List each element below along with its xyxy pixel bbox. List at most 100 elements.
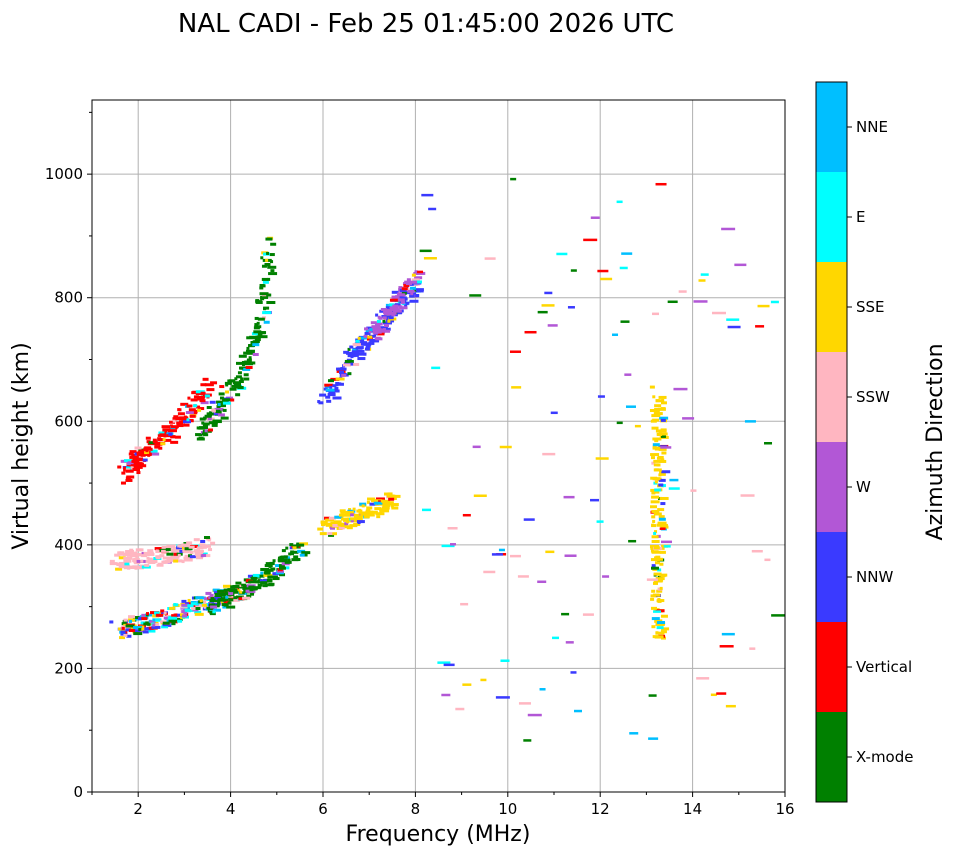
echo-point [409,294,419,298]
echo-point [193,404,198,408]
echo-point [135,556,139,560]
echo-point [215,409,221,413]
echo-point [237,385,244,389]
echo-point [657,557,663,561]
echo-point [266,251,270,255]
echo-point [652,445,657,449]
echo-point [355,339,360,343]
echo-point [218,598,222,602]
echo-point [597,395,605,398]
echo-point [162,438,166,442]
echo-point [118,556,126,560]
echo-point [267,265,277,269]
echo-point [219,385,225,389]
echo-point [194,612,204,616]
echo-point [383,328,387,332]
echo-point [222,605,230,609]
echo-point [652,312,660,316]
colorbar: X-mode Vertical NNW W SSW SSE E NNE [815,81,913,803]
echo-point [173,603,179,607]
echo-point [182,549,192,553]
colorbar-tick-label: SSE [856,298,885,316]
echo-point [174,416,178,420]
echo-point [158,446,163,450]
echo-point [383,499,391,503]
colorbar-segment [816,442,847,532]
echo-point [162,621,170,625]
echo-point [183,611,188,615]
x-tick-label: 2 [133,800,143,818]
echo-point [744,420,756,423]
echo-point [398,305,403,309]
echo-point [225,383,229,387]
echo-point [616,200,623,204]
echo-point [405,301,410,305]
echo-point [123,556,133,560]
echo-point [191,596,195,600]
echo-point [653,531,657,535]
echo-point [209,603,216,607]
echo-point [150,452,160,456]
echo-point [655,399,660,403]
echo-point [182,420,191,424]
echo-point [652,418,660,422]
echo-point [152,438,157,442]
echo-point [267,578,272,582]
echo-point [523,518,535,521]
echo-point [365,347,369,351]
echo-point [428,207,437,211]
echo-point [542,452,556,456]
echo-point [583,238,598,242]
echo-point [382,327,391,331]
echo-point [220,597,228,601]
echo-point [287,558,291,562]
echo-point [634,424,641,428]
echo-point [183,558,193,562]
echo-point [564,554,577,557]
echo-point [181,543,191,547]
echo-point [135,553,145,557]
y-tick-label: 800 [54,289,83,307]
echo-point [169,616,178,620]
echo-point [260,581,268,585]
echo-point [158,438,162,442]
echo-point [177,619,183,623]
echo-point [190,398,198,402]
echo-point [596,520,604,523]
echo-point [443,663,455,667]
echo-point [140,449,146,453]
echo-point [770,300,779,304]
echo-point [128,628,135,632]
data-points [109,177,786,742]
echo-point [231,384,235,388]
echo-point [330,526,336,530]
echo-point [265,258,269,262]
echo-point [648,737,659,740]
echo-point [379,309,387,313]
echo-point [252,343,260,347]
echo-point [657,521,667,525]
echo-point [284,560,292,564]
echo-point [208,548,213,552]
echo-point [293,555,299,559]
colorbar-segment [816,172,847,262]
echo-point [740,494,755,497]
echo-point [349,345,354,349]
echo-point [678,290,687,293]
echo-point [409,299,419,303]
echo-point [384,309,392,313]
echo-point [190,602,199,606]
echo-point [263,306,270,310]
echo-point [187,598,191,602]
echo-point [389,298,399,302]
echo-point [348,508,352,512]
echo-point [299,553,305,557]
echo-point [147,560,152,564]
echo-point [202,607,206,611]
echo-point [194,610,202,614]
echo-point [177,553,181,557]
echo-point [656,534,661,538]
echo-point [658,473,662,477]
echo-point [198,436,204,440]
echo-point [654,619,663,623]
